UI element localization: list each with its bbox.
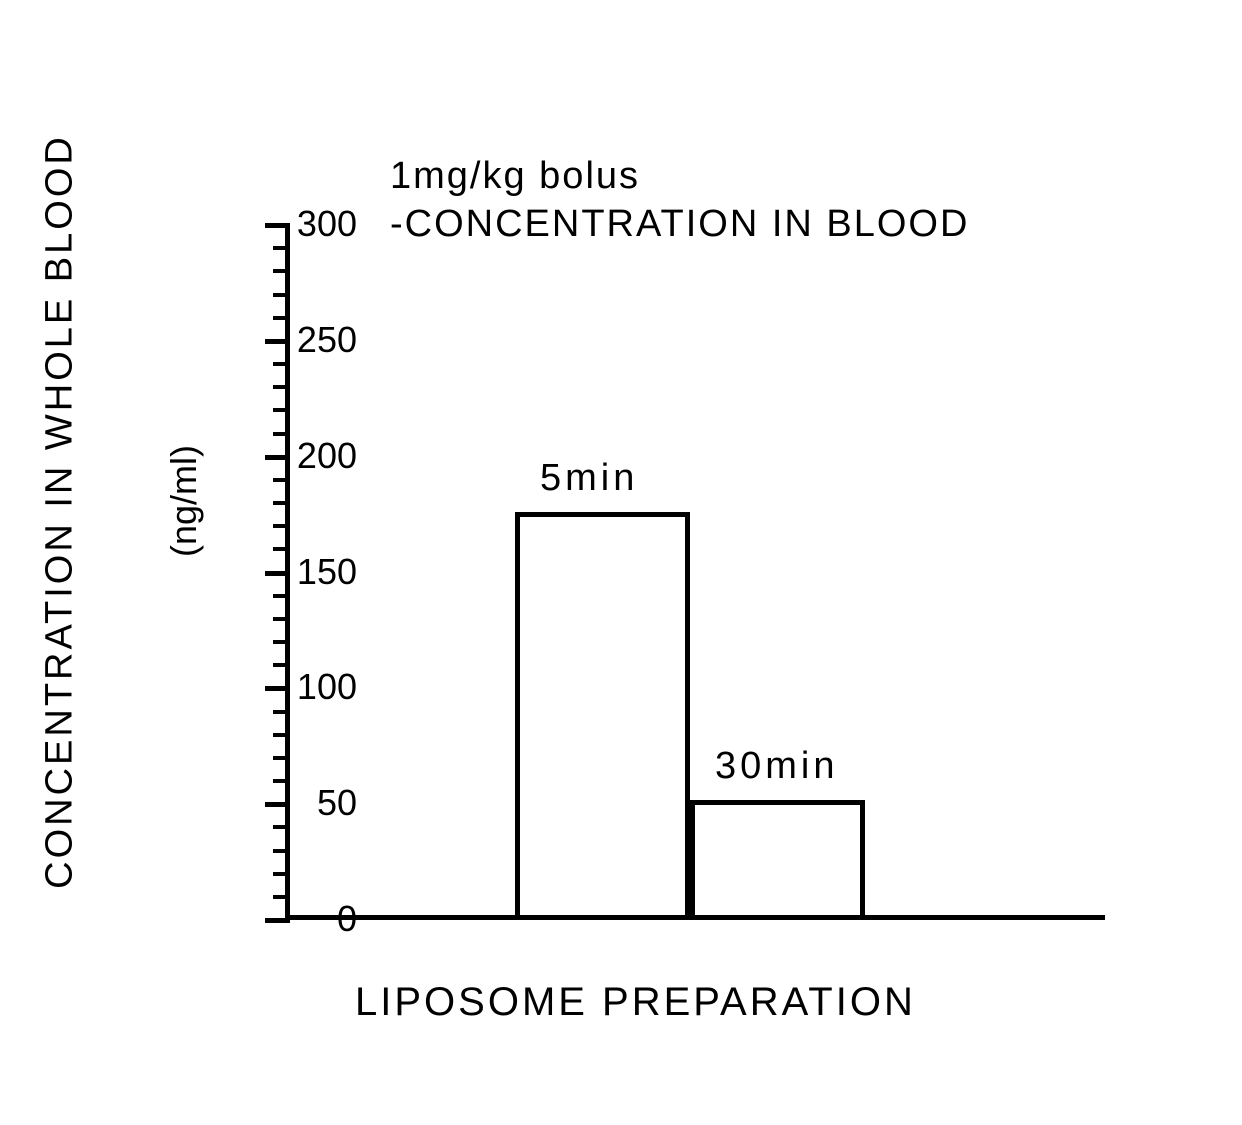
chart-title-line1: 1mg/kg bolus [390,155,640,198]
bar-label: 30min [715,745,839,788]
y-tick-label: 250 [267,319,357,361]
y-minor-tick [273,825,290,829]
x-axis-label: LIPOSOME PREPARATION [355,980,916,1025]
y-minor-tick [273,710,290,714]
y-minor-tick [273,293,290,297]
y-axis-label: CONCENTRATION IN WHOLE BLOOD [39,112,82,912]
y-tick-label: 200 [267,435,357,477]
y-minor-tick [273,408,290,412]
y-minor-tick [273,594,290,598]
y-minor-tick [273,246,290,250]
y-minor-tick [273,269,290,273]
y-minor-tick [273,756,290,760]
y-minor-tick [273,733,290,737]
y-minor-tick [273,617,290,621]
y-minor-tick [273,362,290,366]
chart-title-line2: -CONCENTRATION IN BLOOD [390,203,969,246]
y-tick-label: 0 [267,898,357,940]
bar [690,800,865,920]
chart-container: CONCENTRATION IN WHOLE BLOOD (ng/ml) 5mi… [50,50,1192,1075]
bar-label: 5min [540,457,638,500]
y-minor-tick [273,385,290,389]
y-minor-tick [273,640,290,644]
y-tick-label: 50 [267,782,357,824]
y-minor-tick [273,849,290,853]
y-tick-label: 100 [267,666,357,708]
plot-area: 5min30min 1mg/kg bolus -CONCENTRATION IN… [285,225,1105,920]
y-tick-label: 300 [267,203,357,245]
y-minor-tick [273,872,290,876]
y-axis-unit: (ng/ml) [163,445,205,557]
y-tick-label: 150 [267,551,357,593]
y-minor-tick [273,524,290,528]
y-minor-tick [273,501,290,505]
bar [515,512,690,920]
y-minor-tick [273,478,290,482]
